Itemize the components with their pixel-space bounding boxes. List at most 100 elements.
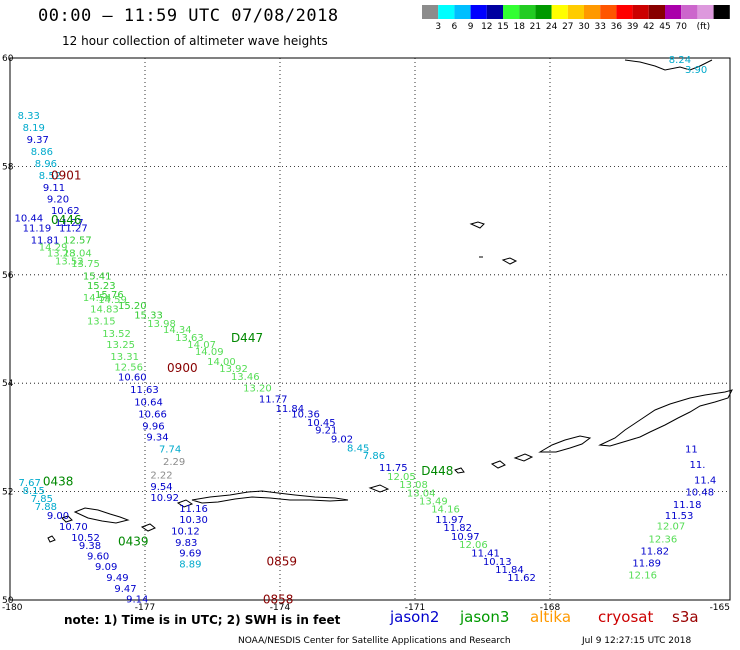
legend-swatch [438,5,455,19]
lat-tick-label: 60 [2,54,14,64]
graticule: 60 58 56 54 52 50-180 -177 -174 -171 -168 -165 [2,54,730,613]
legend-label: 27 [562,22,573,32]
wave-height-value: 11.84 [276,404,305,415]
wave-height-value: 14.59 [98,295,127,306]
wave-height-value: 9.47 [114,584,136,595]
wave-height-value: 7.74 [159,445,181,456]
wave-height-value: 10.44 [15,214,44,225]
wave-height-value: 12.06 [459,540,488,551]
legend-label: 36 [611,22,623,32]
legend-label: 15 [497,22,508,32]
wave-height-value: 10.60 [118,372,147,383]
legend-swatch [681,5,698,19]
wave-height-value: 9.20 [47,195,69,206]
wave-height-value: 13.04 [63,248,92,259]
lon-tick-label: -174 [270,603,291,613]
wave-height-value: 8.52 [39,171,61,182]
legend-label: (ft) [697,22,711,32]
wave-height-value: 11.97 [435,515,464,526]
map-title: 00:00 – 11:59 UTC 07/08/2018 [38,6,339,26]
wave-height-value: 12.57 [63,235,92,246]
wave-height-value: 14.54 [83,293,112,304]
wave-height-value: 7.85 [31,494,53,505]
wave-height-value: 10.66 [138,409,167,420]
wave-height-value: 2.29 [163,457,185,468]
wave-height-value: 13.63 [175,333,204,344]
wave-height-value: 2.22 [150,471,172,482]
wave-height-value: 13.08 [399,480,428,491]
legend-label: 70 [675,22,687,32]
wave-height-value: 11.89 [632,558,661,569]
legend-swatch [422,5,439,19]
pass-time-labels: 0901 0446 D447 0900 D448 0438 0439 0859 0858 [43,168,454,606]
wave-height-value: 8.33 [18,111,40,122]
wave-height-value: 9.00 [47,511,69,522]
wave-height-value: 7.86 [363,451,385,462]
satellite-jason2: jason2 [390,608,440,626]
legend-label: 18 [513,22,525,32]
pass-time-label: 0438 [43,475,74,489]
legend-swatch [519,5,536,19]
wave-height-value: 14.34 [163,325,192,336]
wave-height-value: 11.82 [443,523,472,534]
satellite-s3a: s3a [672,608,699,626]
credit-line: NOAA/NESDIS Center for Satellite Applica… [238,636,511,646]
legend-swatch [697,5,714,19]
pass-time-label: 0439 [118,534,149,548]
wave-height-value: 11.63 [130,385,159,396]
wave-height-value: 15.20 [118,301,147,312]
wave-height-value: 14.00 [207,357,236,368]
lat-tick-label: 58 [2,162,14,172]
wave-height-value: 13.15 [87,317,116,328]
wave-height-value: 9.09 [95,562,117,573]
legend-swatch [632,5,649,19]
satellite-altika: altika [530,608,572,626]
wave-height-value: 11.19 [23,223,52,234]
wave-height-value: 11.4 [694,475,716,486]
lon-tick-label: -165 [710,603,730,613]
wave-height-value: 15.76 [95,290,124,301]
wave-height-value: 9.60 [87,551,109,562]
wave-height-value: 9.54 [150,482,172,493]
wave-height-value: 14.07 [187,340,216,351]
pass-time-label: 0858 [263,592,294,606]
wave-height-value: 11.75 [379,463,408,474]
legend-label: 33 [594,22,605,32]
wave-height-value: 14.09 [195,347,224,358]
legend-swatch [486,5,503,19]
wave-height-value: 9.02 [331,434,353,445]
wave-height-value: 13.49 [419,497,448,508]
legend-swatch [616,5,633,19]
wave-height-value: 13.75 [71,259,100,270]
satellite-jason3: jason3 [460,608,510,626]
wave-height-value: 14.83 [90,305,119,316]
wave-height-value: 11.81 [31,235,60,246]
map-subtitle: 12 hour collection of altimeter wave hei… [62,34,328,48]
wave-height-value: 11.77 [259,395,288,406]
legend-label: 30 [578,22,590,32]
wave-height-value: 9.14 [126,595,148,606]
wave-height-value: 10.92 [150,493,179,504]
wave-height-value: 13.20 [243,383,272,394]
wave-height-value: 11.84 [495,565,524,576]
wave-height-value: 10.64 [134,397,163,408]
wave-height-value: 9.34 [146,433,168,444]
pass-time-label: D448 [421,464,453,478]
wave-height-value: 10.48 [685,487,714,498]
legend-label: 45 [659,22,670,32]
map-note: note: 1) Time is in UTC; 2) SWH is in fe… [64,613,341,627]
lon-tick-label: -168 [540,603,561,613]
wave-height-observations: 8.338.199.378.868.968.529.119.2010.6211.… [15,55,717,606]
legend-label: 9 [468,22,474,32]
wave-height-value: 12.36 [649,535,678,546]
wave-height-value: 10.52 [71,533,100,544]
lon-tick-label: -177 [135,603,155,613]
wave-height-value: 8.96 [35,159,57,170]
coastlines [47,59,733,543]
wave-height-value: 11.53 [665,511,694,522]
wave-height-value: 15.33 [134,311,163,322]
wave-height-value: 11.27 [55,218,84,229]
wave-height-value: 12.56 [114,363,143,374]
wave-height-value: 10.70 [59,522,88,533]
wave-height-value: 8.86 [31,147,53,158]
